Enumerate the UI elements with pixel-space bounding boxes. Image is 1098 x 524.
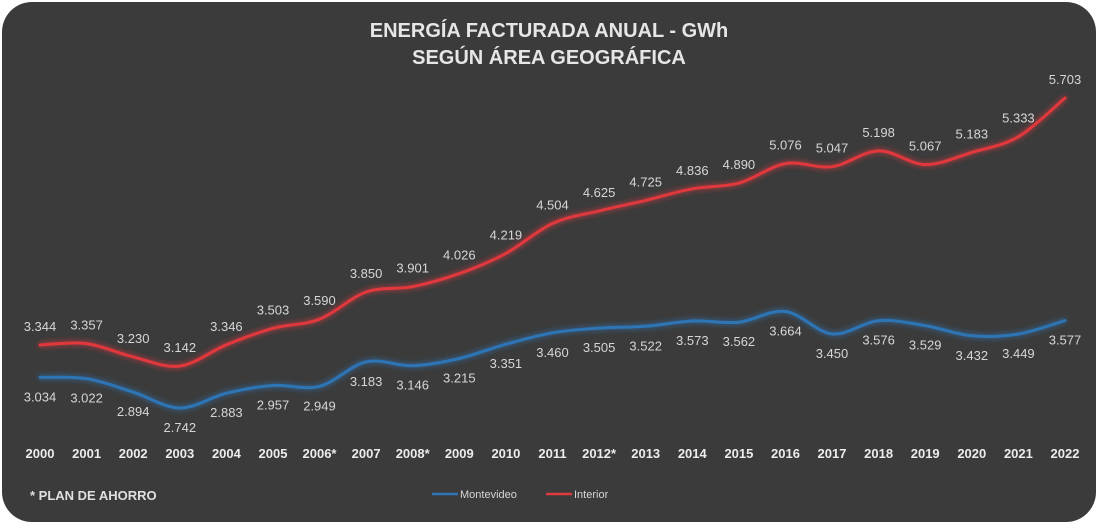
data-label-interior: 5.047 xyxy=(816,141,849,156)
x-tick-label: 2006* xyxy=(303,446,338,461)
x-tick-label: 2014 xyxy=(678,446,708,461)
data-label-interior: 4.026 xyxy=(443,248,476,263)
data-label-montevideo: 3.351 xyxy=(490,356,523,371)
x-tick-label: 2011 xyxy=(538,446,566,461)
x-tick-label: 2022 xyxy=(1051,446,1080,461)
x-tick-label: 2010 xyxy=(491,446,520,461)
x-tick-label: 2018 xyxy=(864,446,893,461)
data-label-montevideo: 3.505 xyxy=(583,340,616,355)
data-label-montevideo: 2.957 xyxy=(257,398,290,413)
x-tick-label: 2020 xyxy=(957,446,986,461)
data-label-interior: 3.230 xyxy=(117,331,150,346)
x-tick-label: 2017 xyxy=(818,446,847,461)
legend-label-interior: Interior xyxy=(574,489,609,501)
data-label-interior: 3.901 xyxy=(396,261,429,276)
data-label-interior: 5.333 xyxy=(1002,111,1035,126)
x-tick-label: 2015 xyxy=(724,446,753,461)
data-label-montevideo: 3.183 xyxy=(350,374,383,389)
data-label-montevideo: 3.432 xyxy=(956,348,989,363)
x-tick-label: 2003 xyxy=(165,446,194,461)
data-label-montevideo: 3.522 xyxy=(629,338,662,353)
series-line-interior xyxy=(38,96,1067,368)
x-tick-label: 2000 xyxy=(26,446,55,461)
data-label-montevideo: 3.573 xyxy=(676,333,709,348)
data-label-interior: 3.590 xyxy=(303,293,336,308)
x-tick-label: 2008* xyxy=(396,446,431,461)
data-label-interior: 3.142 xyxy=(164,340,197,355)
x-tick-label: 2013 xyxy=(631,446,660,461)
x-tick-label: 2001 xyxy=(72,446,101,461)
series-layer xyxy=(38,96,1067,410)
chart-title: ENERGÍA FACTURADA ANUAL - GWh xyxy=(369,20,729,42)
data-label-interior: 3.357 xyxy=(70,318,103,333)
chart-subtitle: SEGÚN ÁREA GEOGRÁFICA xyxy=(412,47,686,69)
data-label-montevideo: 3.529 xyxy=(909,338,942,353)
data-label-montevideo: 2.949 xyxy=(303,398,336,413)
series-line-montevideo xyxy=(38,309,1067,410)
data-label-interior: 5.076 xyxy=(769,138,802,153)
x-tick-label: 2005 xyxy=(259,446,288,461)
data-label-interior: 4.504 xyxy=(536,198,569,213)
data-label-interior: 3.503 xyxy=(257,302,290,317)
data-label-montevideo: 2.883 xyxy=(210,405,243,420)
legend-label-montevideo: Montevideo xyxy=(460,489,517,501)
data-label-montevideo: 3.460 xyxy=(536,345,569,360)
x-tick-label: 2016 xyxy=(771,446,800,461)
data-label-interior: 4.625 xyxy=(583,185,616,200)
data-label-interior: 5.703 xyxy=(1049,72,1082,87)
x-tick-label: 2009 xyxy=(445,446,474,461)
data-label-interior: 3.344 xyxy=(24,319,57,334)
data-label-montevideo: 3.146 xyxy=(396,378,429,393)
data-label-montevideo: 3.034 xyxy=(24,389,57,404)
x-tick-label: 2002 xyxy=(119,446,148,461)
data-label-interior: 3.850 xyxy=(350,266,383,281)
data-label-interior: 3.346 xyxy=(210,319,243,334)
data-label-montevideo: 3.022 xyxy=(70,391,103,406)
x-tick-label: 2004 xyxy=(212,446,242,461)
data-label-montevideo: 3.450 xyxy=(816,346,849,361)
x-tick-label: 2007 xyxy=(352,446,381,461)
data-label-interior: 4.890 xyxy=(723,157,756,172)
data-label-montevideo: 3.576 xyxy=(862,333,895,348)
data-label-montevideo: 3.215 xyxy=(443,371,476,386)
data-label-montevideo: 3.664 xyxy=(769,324,802,339)
x-tick-label: 2019 xyxy=(911,446,940,461)
data-label-montevideo: 2.742 xyxy=(164,420,197,435)
data-label-montevideo: 3.562 xyxy=(723,334,756,349)
x-tick-label: 2021 xyxy=(1004,446,1033,461)
data-label-interior: 5.067 xyxy=(909,139,942,154)
data-label-interior: 4.836 xyxy=(676,163,709,178)
footnote: * PLAN DE AHORRO xyxy=(30,488,157,503)
data-label-interior: 4.725 xyxy=(629,174,662,189)
data-label-montevideo: 3.577 xyxy=(1049,333,1082,348)
data-label-interior: 4.219 xyxy=(490,227,523,242)
data-label-montevideo: 2.894 xyxy=(117,404,150,419)
legend: Montevideo Interior xyxy=(432,489,609,501)
x-tick-label: 2012* xyxy=(582,446,617,461)
x-axis: 2000 2001 2002 2003 2004 2005 2006* 2007 2008* 20… xyxy=(26,446,1080,461)
data-label-interior: 5.198 xyxy=(862,125,895,140)
data-label-interior: 5.183 xyxy=(956,126,989,141)
data-label-montevideo: 3.449 xyxy=(1002,346,1035,361)
data-label-layer: 3.034 3.022 2.894 2.742 2.883 2.957 2.949 3.183… xyxy=(24,72,1082,435)
chart-title-block: ENERGÍA FACTURADA ANUAL - GWh SEGÚN ÁREA… xyxy=(2,18,1096,72)
